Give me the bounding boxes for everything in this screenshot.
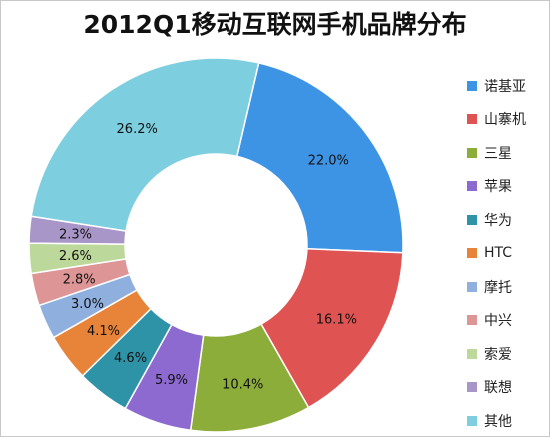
legend-item-8: 索爱: [467, 337, 526, 371]
data-label-9: 2.3%: [59, 227, 92, 242]
legend-label-1: 山寨机: [484, 112, 526, 129]
data-label-4: 4.6%: [114, 351, 147, 366]
data-label-0: 22.0%: [308, 154, 349, 169]
legend-swatch-5: [467, 248, 477, 259]
data-label-2: 10.4%: [222, 377, 263, 392]
data-label-10: 26.2%: [117, 122, 158, 137]
legend-label-10: 其他: [484, 413, 512, 430]
legend-item-6: 摩托: [467, 270, 526, 304]
legend-label-5: HTC: [484, 245, 513, 262]
legend-item-3: 苹果: [467, 170, 526, 204]
data-label-5: 4.1%: [87, 324, 120, 339]
legend-swatch-3: [467, 181, 477, 192]
legend-item-7: 中兴: [467, 304, 526, 338]
chart-title: 2012Q1移动互联网手机品牌分布: [83, 10, 467, 39]
legend-swatch-7: [467, 315, 477, 326]
legend-item-9: 联想: [467, 371, 526, 405]
legend-item-10: 其他: [467, 404, 526, 438]
slice-0: [235, 62, 404, 254]
data-label-8: 2.6%: [59, 249, 92, 264]
legend-label-8: 索爱: [484, 346, 512, 363]
legend-label-6: 摩托: [484, 279, 512, 296]
legend-label-7: 中兴: [484, 313, 512, 330]
legend-label-9: 联想: [484, 380, 512, 397]
data-label-1: 16.1%: [316, 312, 357, 327]
legend-label-4: 华为: [484, 212, 512, 229]
legend-item-5: HTC: [467, 237, 526, 271]
data-label-7: 2.8%: [63, 273, 96, 288]
slice-1: [260, 247, 404, 409]
data-label-6: 3.0%: [71, 297, 104, 312]
legend: 诺基亚山寨机三星苹果华为 HTC 摩托中兴索爱联想其他: [467, 69, 526, 438]
legend-label-0: 诺基亚: [484, 78, 526, 95]
legend-swatch-10: [467, 415, 477, 426]
slice-10: [30, 57, 260, 232]
legend-item-1: 山寨机: [467, 103, 526, 137]
legend-item-0: 诺基亚: [467, 69, 526, 103]
legend-swatch-8: [467, 348, 477, 359]
data-label-3: 5.9%: [155, 373, 188, 388]
legend-swatch-6: [467, 281, 477, 292]
legend-swatch-2: [467, 147, 477, 158]
legend-swatch-9: [467, 382, 477, 393]
legend-swatch-1: [467, 114, 477, 125]
legend-item-4: 华为: [467, 203, 526, 237]
legend-label-2: 三星: [484, 145, 512, 162]
legend-swatch-4: [467, 214, 477, 225]
legend-label-3: 苹果: [484, 179, 512, 196]
legend-item-2: 三星: [467, 136, 526, 170]
legend-swatch-0: [467, 80, 477, 91]
